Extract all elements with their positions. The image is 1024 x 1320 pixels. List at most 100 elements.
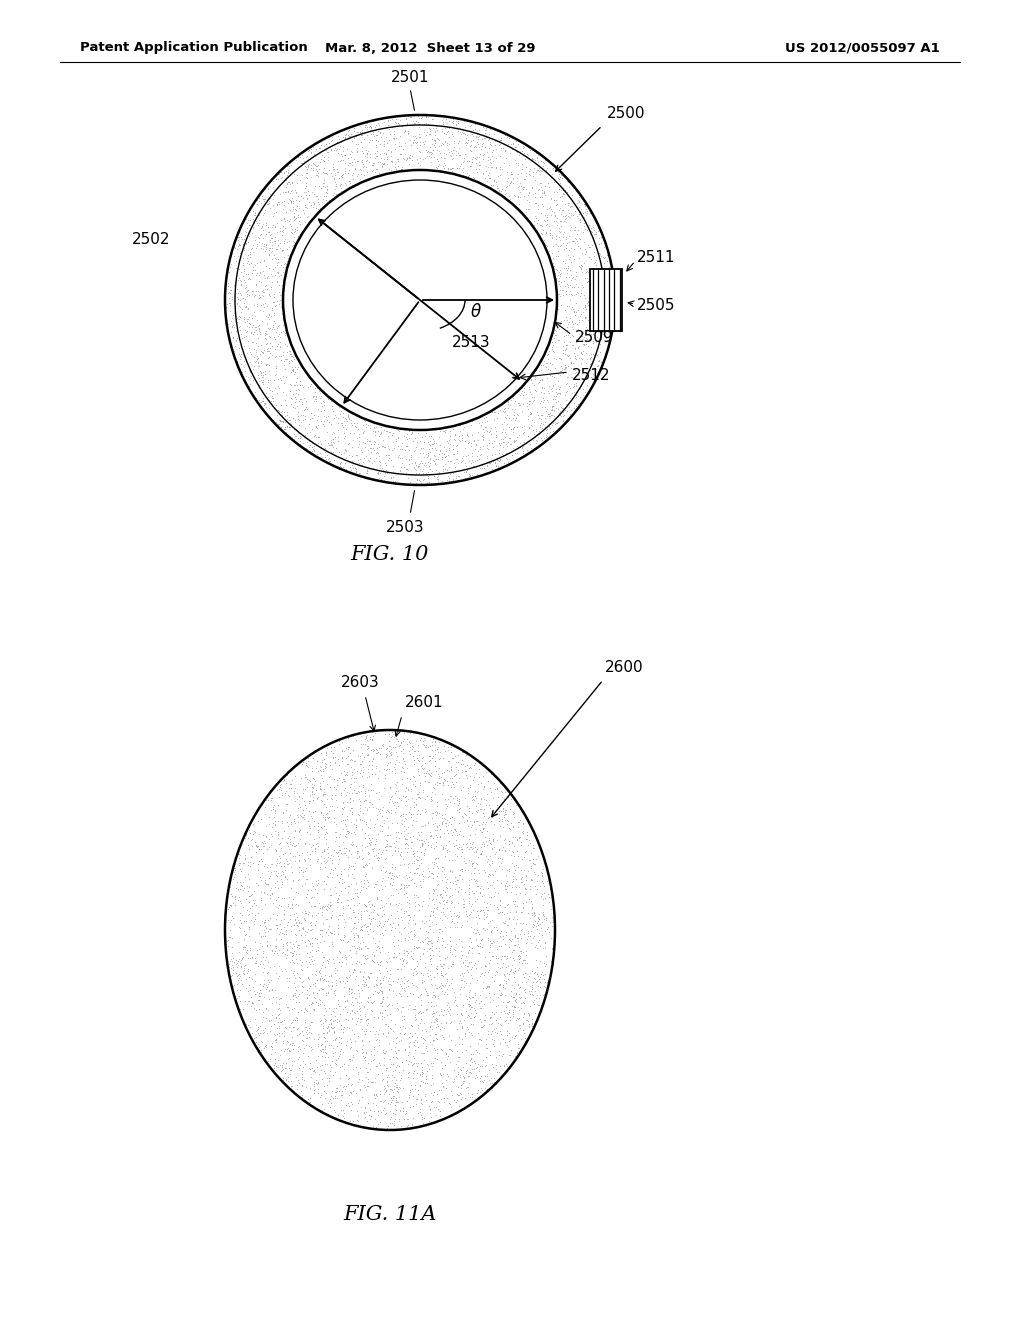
Point — [478, 455, 495, 477]
Point — [505, 817, 521, 838]
Point — [318, 178, 335, 199]
Point — [269, 414, 286, 436]
Point — [521, 1027, 538, 1048]
Point — [261, 378, 278, 399]
Point — [579, 202, 595, 223]
Point — [474, 148, 490, 169]
Point — [409, 148, 425, 169]
Point — [248, 280, 264, 301]
Point — [558, 238, 574, 259]
Point — [297, 417, 313, 438]
Point — [494, 840, 510, 861]
Point — [557, 339, 573, 360]
Point — [509, 1008, 525, 1030]
Point — [287, 923, 303, 944]
Point — [291, 380, 307, 401]
Point — [545, 413, 561, 434]
Point — [250, 1034, 266, 1055]
Point — [514, 821, 530, 842]
Point — [287, 850, 303, 871]
Point — [359, 119, 376, 140]
Point — [251, 1024, 267, 1045]
Point — [446, 132, 463, 153]
Point — [281, 1057, 297, 1078]
Point — [509, 1043, 525, 1064]
Point — [301, 978, 317, 999]
Point — [273, 401, 290, 422]
Point — [467, 433, 483, 454]
Point — [231, 235, 248, 256]
Point — [360, 430, 377, 451]
Point — [522, 975, 539, 997]
Point — [276, 218, 293, 239]
Point — [485, 170, 502, 191]
Point — [565, 318, 582, 339]
Point — [460, 166, 476, 187]
Point — [409, 810, 425, 832]
Point — [297, 197, 313, 218]
Point — [341, 743, 357, 764]
Point — [382, 964, 398, 985]
Point — [498, 803, 514, 824]
Point — [417, 1084, 433, 1105]
Point — [444, 140, 461, 161]
Point — [528, 883, 545, 904]
Point — [544, 937, 560, 958]
Point — [310, 849, 327, 870]
Point — [559, 334, 575, 355]
Point — [372, 973, 388, 994]
Point — [563, 185, 580, 206]
Point — [480, 157, 497, 178]
Point — [367, 417, 383, 438]
Point — [458, 462, 474, 483]
Point — [228, 293, 245, 314]
Point — [316, 1031, 333, 1052]
Point — [263, 1015, 280, 1036]
Point — [325, 441, 341, 462]
Point — [415, 781, 431, 803]
Point — [469, 421, 485, 442]
Point — [525, 925, 542, 946]
Point — [418, 112, 434, 133]
Point — [428, 1048, 444, 1069]
Point — [287, 1010, 303, 1031]
Point — [450, 1061, 466, 1082]
Point — [552, 376, 568, 397]
Point — [264, 238, 281, 259]
Point — [495, 925, 511, 946]
Point — [475, 145, 492, 166]
Point — [341, 978, 357, 999]
Point — [538, 420, 554, 441]
Point — [230, 259, 247, 280]
Point — [541, 405, 557, 426]
Point — [545, 224, 561, 246]
Point — [403, 446, 420, 467]
Point — [397, 929, 414, 950]
Point — [346, 824, 362, 845]
Point — [323, 1008, 339, 1030]
Point — [253, 350, 269, 371]
Point — [323, 1034, 339, 1055]
Point — [299, 987, 315, 1008]
Point — [308, 780, 325, 801]
Point — [524, 364, 541, 385]
Point — [505, 168, 521, 189]
Point — [251, 231, 267, 252]
Point — [502, 902, 518, 923]
Point — [568, 314, 585, 335]
Point — [579, 319, 595, 341]
Point — [425, 450, 441, 471]
Point — [336, 144, 352, 165]
Point — [509, 168, 525, 189]
Point — [304, 418, 321, 440]
Point — [501, 968, 517, 989]
Point — [267, 412, 284, 433]
Point — [521, 158, 538, 180]
Point — [226, 858, 243, 879]
Point — [471, 1082, 487, 1104]
Point — [228, 251, 245, 272]
Point — [472, 997, 488, 1018]
Point — [516, 177, 532, 198]
Point — [278, 202, 294, 223]
Point — [478, 1080, 495, 1101]
